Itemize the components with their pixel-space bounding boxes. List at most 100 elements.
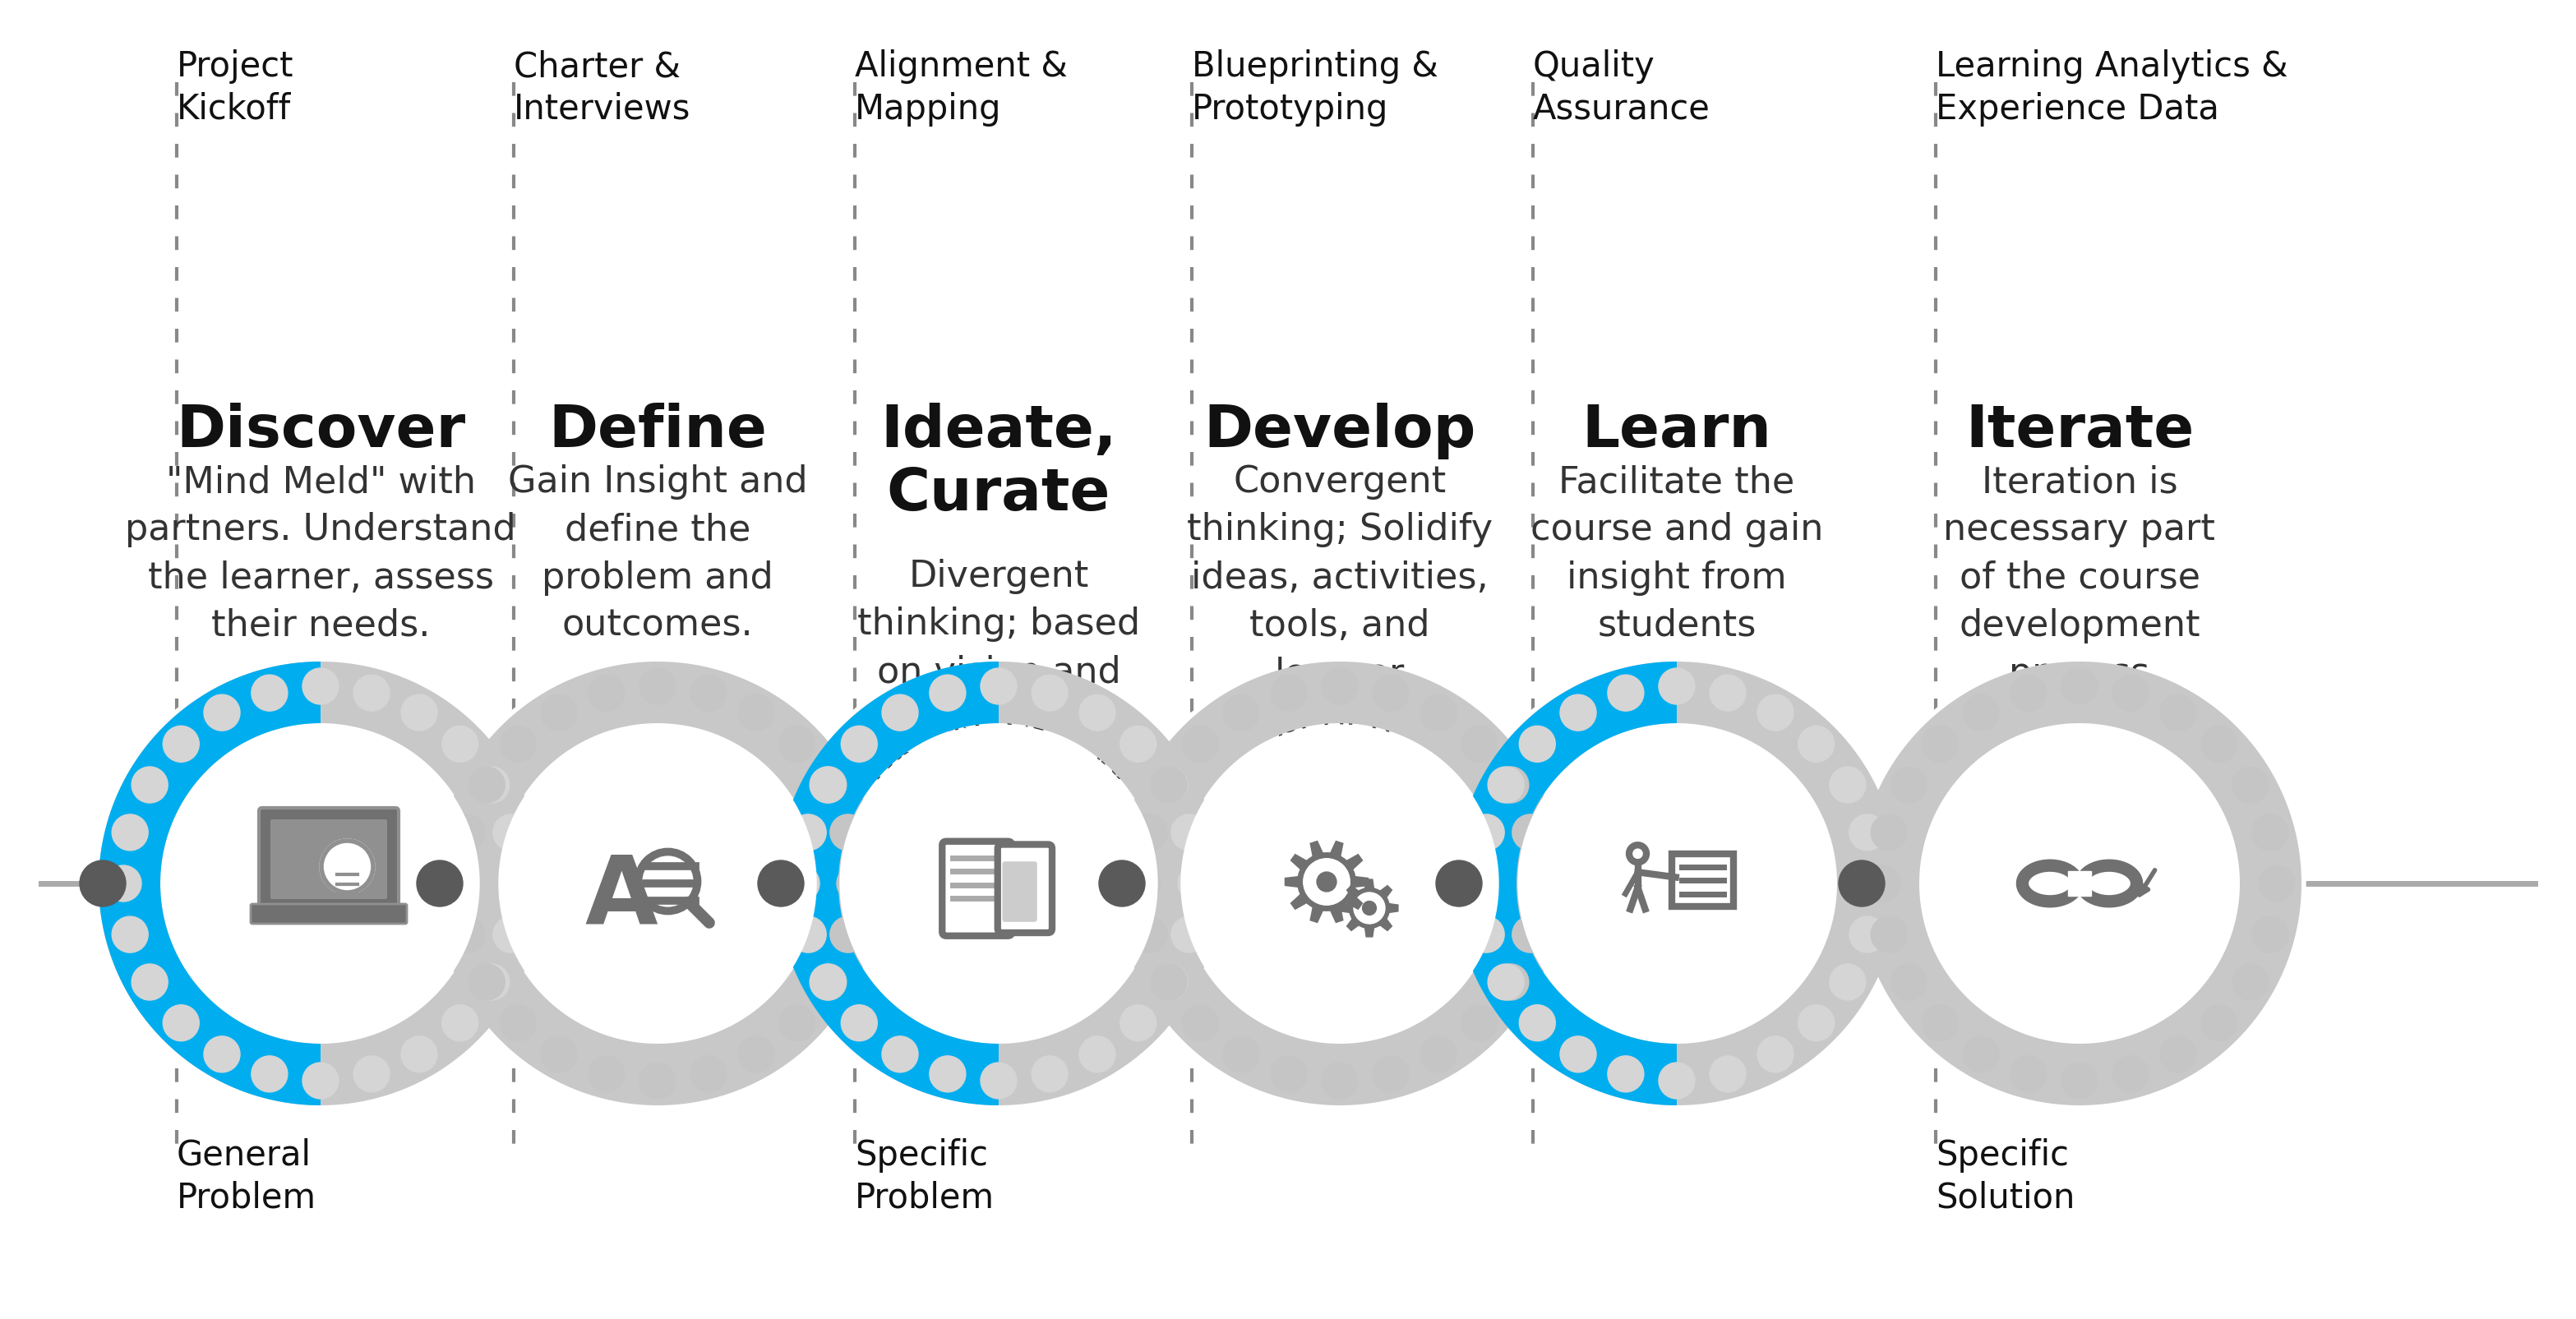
- Circle shape: [1151, 766, 1188, 803]
- Circle shape: [930, 675, 966, 711]
- Text: Develop: Develop: [1203, 402, 1476, 459]
- Circle shape: [1829, 964, 1865, 1000]
- Circle shape: [842, 1005, 878, 1041]
- Circle shape: [1177, 865, 1213, 901]
- Text: Learning Analytics &
Experience Data: Learning Analytics & Experience Data: [1935, 49, 2287, 127]
- Circle shape: [402, 695, 438, 731]
- Circle shape: [587, 1057, 623, 1092]
- Circle shape: [778, 1005, 814, 1041]
- Circle shape: [739, 695, 775, 731]
- Circle shape: [1922, 1005, 1958, 1041]
- Circle shape: [95, 657, 546, 1109]
- Text: Define: Define: [549, 402, 768, 459]
- Circle shape: [2061, 669, 2097, 704]
- Circle shape: [80, 860, 126, 906]
- Circle shape: [1607, 675, 1643, 711]
- Polygon shape: [1455, 662, 1677, 1105]
- Circle shape: [1321, 669, 1358, 704]
- Circle shape: [1855, 865, 1893, 901]
- Circle shape: [2259, 865, 2295, 901]
- Polygon shape: [1378, 917, 1391, 931]
- Circle shape: [162, 725, 198, 762]
- Circle shape: [2009, 675, 2045, 711]
- Text: Blueprinting &
Prototyping: Blueprinting & Prototyping: [1193, 49, 1437, 127]
- Circle shape: [809, 766, 845, 803]
- Circle shape: [1607, 1057, 1643, 1092]
- FancyBboxPatch shape: [1002, 861, 1038, 922]
- Circle shape: [881, 1037, 917, 1072]
- Circle shape: [881, 695, 917, 731]
- FancyBboxPatch shape: [270, 819, 386, 900]
- Circle shape: [1855, 657, 2306, 1109]
- Polygon shape: [1340, 904, 1352, 913]
- Circle shape: [1798, 1005, 1834, 1041]
- Polygon shape: [1347, 917, 1360, 931]
- Circle shape: [474, 964, 510, 1000]
- Circle shape: [433, 657, 884, 1109]
- Circle shape: [2233, 766, 2269, 803]
- Circle shape: [204, 695, 240, 731]
- Polygon shape: [98, 662, 319, 1105]
- Circle shape: [1182, 725, 1499, 1042]
- Circle shape: [690, 1057, 726, 1092]
- Polygon shape: [1329, 842, 1342, 860]
- Text: Specific
Solution: Specific Solution: [1935, 1138, 2074, 1215]
- Circle shape: [639, 669, 675, 704]
- Circle shape: [1121, 725, 1157, 762]
- Circle shape: [2233, 964, 2269, 1000]
- Circle shape: [1319, 874, 1334, 889]
- Circle shape: [829, 917, 866, 952]
- Polygon shape: [435, 662, 878, 1105]
- Text: Project
Kickoff: Project Kickoff: [178, 49, 294, 127]
- Circle shape: [783, 865, 819, 901]
- Circle shape: [1468, 917, 1504, 952]
- Circle shape: [1182, 725, 1218, 762]
- Polygon shape: [1118, 662, 1561, 1105]
- Circle shape: [840, 725, 1157, 1042]
- Circle shape: [1030, 1057, 1069, 1092]
- Polygon shape: [1285, 876, 1301, 888]
- Circle shape: [1839, 860, 1886, 906]
- Circle shape: [791, 814, 827, 851]
- FancyBboxPatch shape: [260, 807, 399, 910]
- Circle shape: [469, 964, 505, 1000]
- Circle shape: [1520, 865, 1556, 901]
- Circle shape: [1963, 1037, 1999, 1072]
- Polygon shape: [1329, 904, 1342, 922]
- Text: A: A: [585, 851, 657, 943]
- Polygon shape: [1455, 662, 1899, 1105]
- Circle shape: [500, 1005, 536, 1041]
- Polygon shape: [1857, 662, 2300, 1105]
- Circle shape: [2251, 917, 2287, 952]
- Circle shape: [837, 865, 873, 901]
- Circle shape: [1517, 725, 1837, 1042]
- Circle shape: [252, 1057, 289, 1092]
- Circle shape: [1870, 814, 1906, 851]
- Circle shape: [1373, 675, 1409, 711]
- Circle shape: [1079, 1037, 1115, 1072]
- Circle shape: [492, 917, 528, 952]
- Polygon shape: [778, 662, 1221, 1105]
- Circle shape: [1172, 814, 1208, 851]
- Polygon shape: [1347, 885, 1360, 900]
- Circle shape: [1100, 860, 1144, 906]
- Polygon shape: [1386, 904, 1399, 913]
- FancyBboxPatch shape: [997, 844, 1051, 933]
- Circle shape: [1520, 725, 1556, 762]
- Circle shape: [1659, 669, 1695, 704]
- Circle shape: [204, 1037, 240, 1072]
- Circle shape: [1865, 865, 1901, 901]
- Polygon shape: [1365, 880, 1373, 892]
- Circle shape: [1131, 814, 1167, 851]
- Text: Learn: Learn: [1582, 402, 1772, 459]
- Text: Iterate: Iterate: [1965, 402, 2195, 459]
- Circle shape: [1270, 1057, 1306, 1092]
- Circle shape: [773, 657, 1224, 1109]
- Circle shape: [131, 766, 167, 803]
- Circle shape: [1492, 766, 1528, 803]
- Circle shape: [1419, 695, 1455, 731]
- Circle shape: [162, 1005, 198, 1041]
- FancyBboxPatch shape: [250, 904, 407, 923]
- Circle shape: [1461, 1005, 1497, 1041]
- Bar: [1672, 853, 1734, 906]
